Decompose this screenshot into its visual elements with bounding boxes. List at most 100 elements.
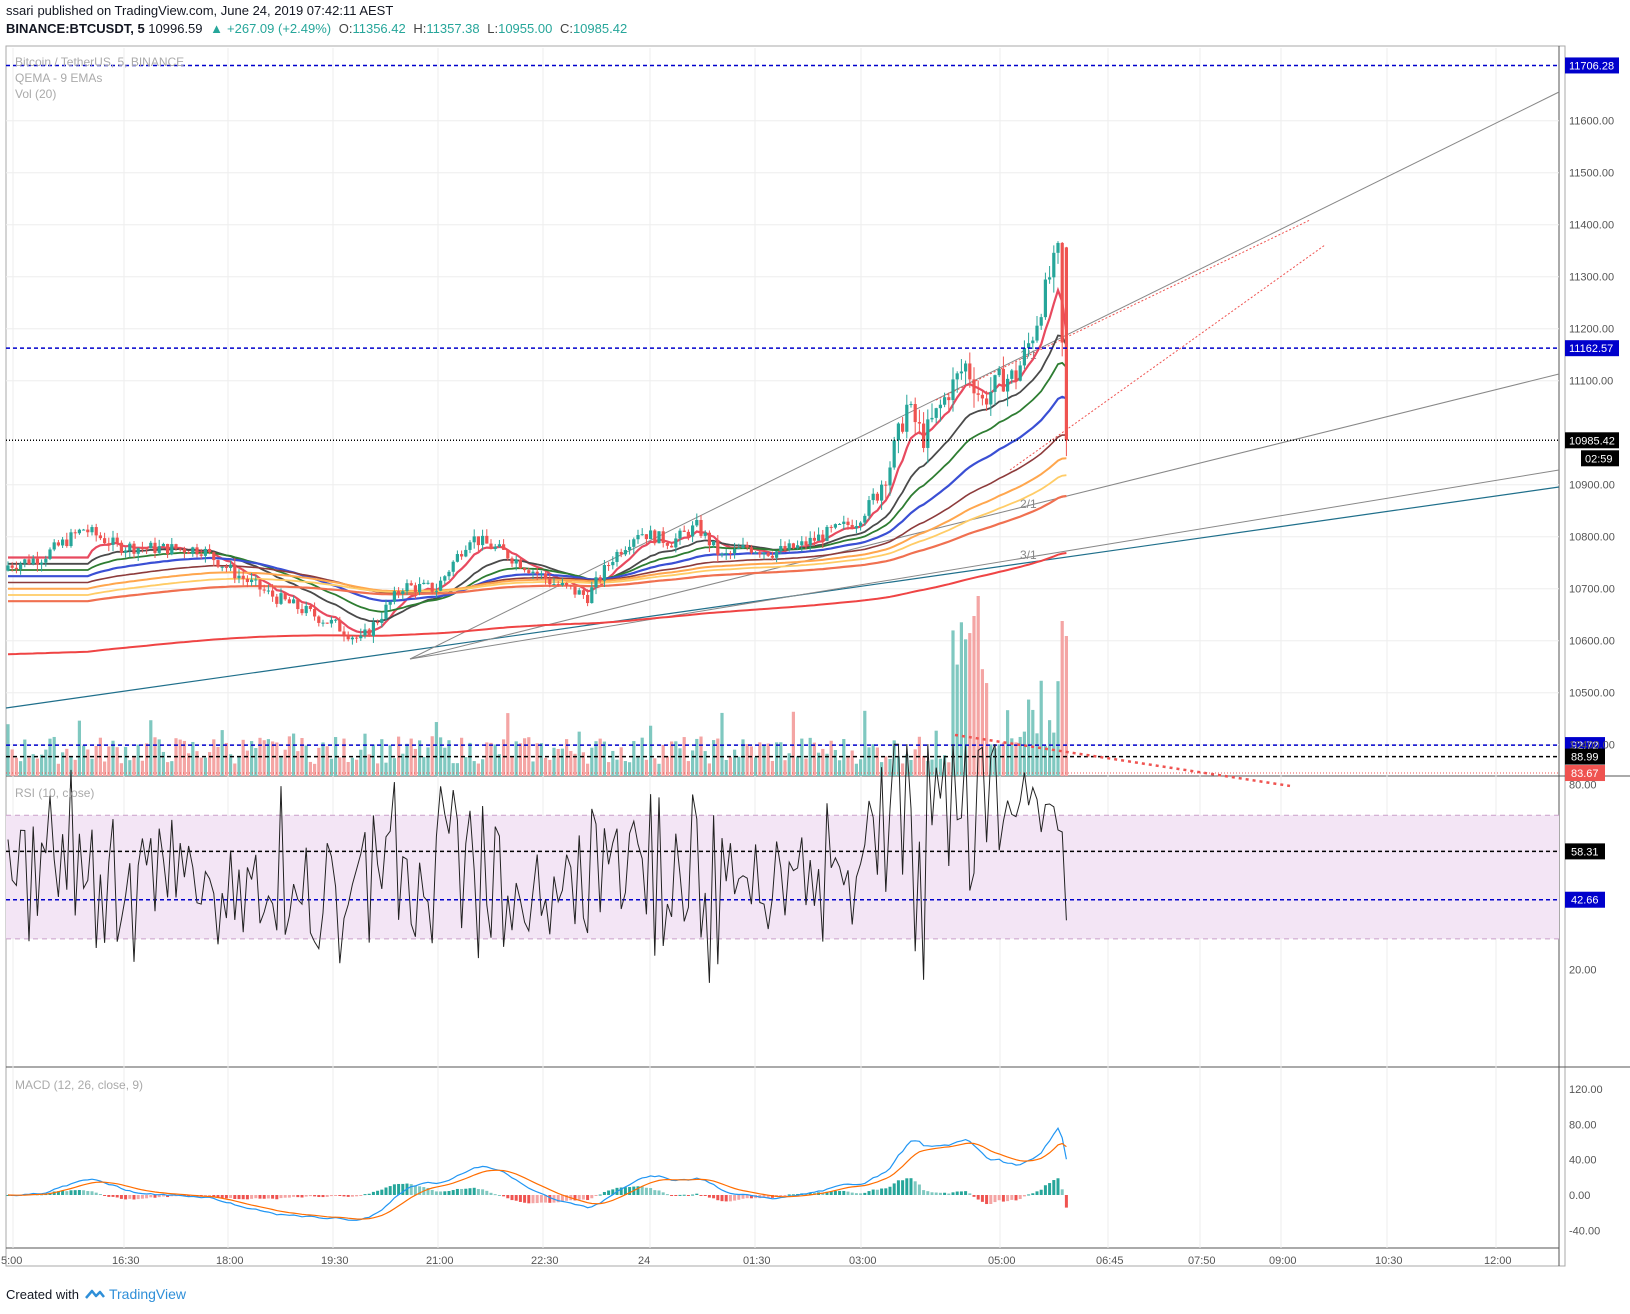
candle-body <box>455 554 459 562</box>
candle-body <box>682 530 686 532</box>
candle <box>985 390 989 411</box>
high-label: H: <box>413 21 427 36</box>
macd-histogram-bar <box>539 1195 543 1203</box>
macd-histogram-bar <box>506 1195 510 1199</box>
macd-histogram-bar <box>397 1183 401 1195</box>
candle-body <box>842 521 846 524</box>
macd-histogram-bar <box>224 1195 228 1199</box>
macd-histogram-bar <box>884 1188 888 1195</box>
candle-body <box>27 559 31 565</box>
candle <box>439 576 443 592</box>
macd-histogram-bar <box>128 1195 132 1199</box>
candle-body <box>338 619 342 632</box>
candle-body <box>951 379 955 401</box>
countdown-text: 02:59 <box>1585 453 1613 465</box>
rsi-level-text: 83.67 <box>1571 768 1599 780</box>
candle <box>632 537 636 554</box>
candle <box>955 371 959 393</box>
candle <box>938 399 942 422</box>
candle <box>140 541 144 553</box>
candle-body <box>922 423 926 448</box>
candle <box>161 542 165 547</box>
candle-body <box>346 635 350 640</box>
candle <box>376 619 380 626</box>
volume-bar <box>1056 681 1060 776</box>
macd-histogram-bar <box>266 1195 270 1199</box>
candle <box>476 536 480 552</box>
time-tick-label: 5:00 <box>1 1255 22 1267</box>
volume-bar <box>229 754 233 776</box>
volume-bar <box>649 725 653 776</box>
macd-histogram-bar <box>947 1193 951 1195</box>
candle-body <box>48 549 52 559</box>
tradingview-logo[interactable]: TradingView <box>85 1286 186 1302</box>
candle <box>880 480 884 510</box>
price-level-tag <box>1565 57 1619 74</box>
volume-bar <box>934 730 938 776</box>
chart-header: ssari published on TradingView.com, June … <box>0 0 1630 40</box>
macd-tick-label: 0.00 <box>1569 1190 1590 1202</box>
macd-histogram-bar <box>955 1191 959 1195</box>
candle-body <box>103 538 107 544</box>
volume-bar <box>1043 745 1047 776</box>
macd-histogram-bar <box>124 1195 128 1200</box>
macd-histogram-bar <box>972 1195 976 1197</box>
candle-body <box>23 559 27 564</box>
candle <box>653 529 657 546</box>
macd-histogram-bar <box>497 1194 501 1196</box>
macd-histogram-bar <box>468 1188 472 1195</box>
macd-histogram-bar <box>901 1180 905 1195</box>
candle-body <box>371 622 375 636</box>
volume-bar <box>695 738 699 776</box>
macd-histogram-bar <box>590 1195 594 1199</box>
volume-bar <box>586 763 590 776</box>
candle <box>842 515 846 530</box>
volume-bar <box>674 741 678 776</box>
candle-body <box>615 551 619 562</box>
publisher-name[interactable]: ssari <box>6 3 34 18</box>
macd-histogram-bar <box>472 1187 476 1195</box>
tradingview-brand: TradingView <box>108 1286 187 1302</box>
volume-bar <box>896 756 900 776</box>
candle <box>565 582 569 589</box>
macd-histogram-bar <box>250 1195 254 1199</box>
macd-histogram-bar <box>510 1195 514 1201</box>
macd-histogram-bar <box>292 1195 296 1197</box>
volume-bar <box>854 763 858 776</box>
candle <box>384 599 388 621</box>
volume-bar <box>1027 699 1031 776</box>
macd-histogram-bar <box>338 1195 342 1196</box>
candle <box>1060 242 1064 357</box>
candle-body <box>943 397 947 405</box>
macd-histogram-bar <box>838 1190 842 1195</box>
volume-bar <box>518 743 522 776</box>
candle-body <box>779 545 783 552</box>
macd-histogram-bar <box>695 1193 699 1195</box>
volume-bar <box>178 739 182 776</box>
macd-histogram-bar <box>346 1195 350 1197</box>
candle-body <box>703 532 707 536</box>
volume-bar <box>787 753 791 776</box>
macd-histogram-bar <box>418 1186 422 1195</box>
countdown-tag <box>1581 450 1619 467</box>
macd-tick-label: 40.00 <box>1569 1155 1597 1167</box>
candle-body <box>82 529 86 531</box>
volume-bar <box>279 757 283 776</box>
horizontal-levels[interactable]: 11706.2811162.5710985.4202:5992.7288.998… <box>6 57 1619 908</box>
volume-bar <box>464 757 468 776</box>
trend-drawings[interactable]: 1/12/13/1 <box>5 91 1560 788</box>
macd-histogram-bar <box>867 1191 871 1195</box>
macd-histogram-bar <box>842 1190 846 1195</box>
fan-label: 2/1 <box>1020 497 1037 511</box>
candle-body <box>229 564 233 568</box>
candle-body <box>237 575 241 579</box>
candle-body <box>649 530 653 540</box>
candle <box>195 543 199 558</box>
macd-histogram-bar <box>611 1189 615 1195</box>
macd-histogram-bar <box>111 1195 115 1197</box>
volume-bar <box>531 761 535 776</box>
candle <box>867 496 871 520</box>
macd-histogram-bar <box>262 1195 266 1199</box>
macd-histogram-bar <box>649 1188 653 1195</box>
